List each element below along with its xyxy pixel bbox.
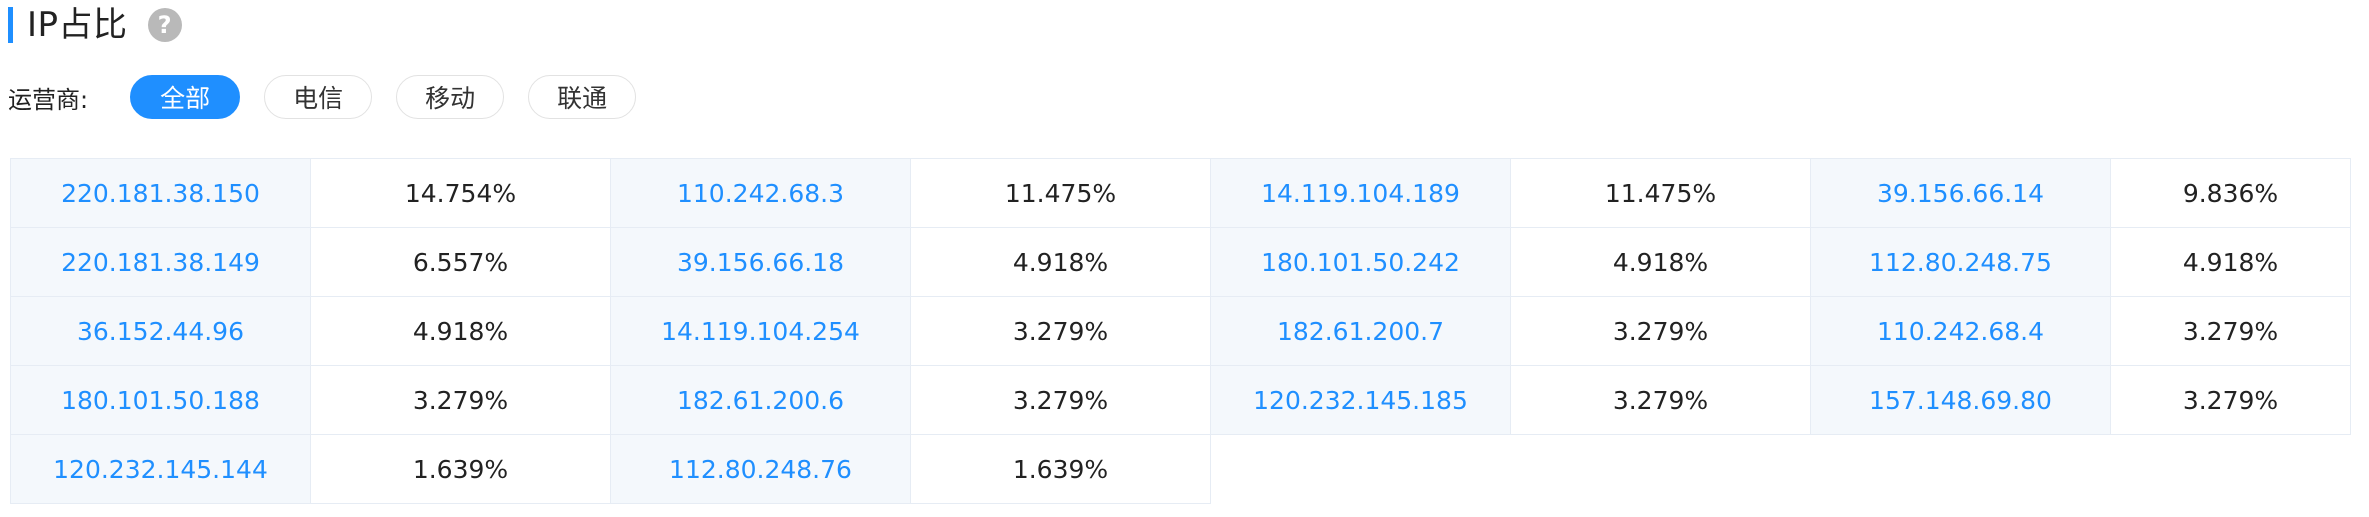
table-row: 220.181.38.150 14.754% 110.242.68.3 11.4…: [10, 158, 2351, 228]
filter-option-all[interactable]: 全部: [130, 75, 241, 119]
ip-address-cell[interactable]: 180.101.50.188: [10, 365, 311, 435]
ip-address-cell[interactable]: 120.232.145.185: [1210, 365, 1511, 435]
ip-address-cell[interactable]: 39.156.66.14: [1810, 158, 2111, 228]
ip-share-cell: 11.475%: [1510, 158, 1811, 228]
carrier-filter: 运营商: 全部 电信 移动 联通: [8, 74, 660, 120]
table-row: 120.232.145.144 1.639% 112.80.248.76 1.6…: [10, 434, 2351, 504]
ip-share-cell: 14.754%: [310, 158, 611, 228]
ip-address-cell[interactable]: 39.156.66.18: [610, 227, 911, 297]
ip-address-cell[interactable]: 110.242.68.4: [1810, 296, 2111, 366]
ip-share-cell: 3.279%: [310, 365, 611, 435]
table-row: 36.152.44.96 4.918% 14.119.104.254 3.279…: [10, 296, 2351, 366]
ip-address-cell[interactable]: 182.61.200.7: [1210, 296, 1511, 366]
table-row: 180.101.50.188 3.279% 182.61.200.6 3.279…: [10, 365, 2351, 435]
title-accent-bar: [8, 7, 13, 43]
carrier-filter-label: 运营商:: [8, 85, 89, 114]
section-header: IP占比 ?: [8, 0, 182, 50]
question-circle-icon[interactable]: ?: [147, 8, 182, 42]
ip-address-cell[interactable]: 180.101.50.242: [1210, 227, 1511, 297]
ip-share-cell: 3.279%: [2110, 296, 2351, 366]
filter-option-telecom[interactable]: 电信: [264, 75, 373, 119]
ip-share-cell: 1.639%: [310, 434, 611, 504]
empty-cell: [1511, 435, 1811, 504]
ip-address-cell[interactable]: 112.80.248.75: [1810, 227, 2111, 297]
ip-share-cell: 3.279%: [910, 296, 1211, 366]
ip-address-cell[interactable]: 14.119.104.254: [610, 296, 911, 366]
ip-address-cell[interactable]: 157.148.69.80: [1810, 365, 2111, 435]
ip-share-cell: 4.918%: [2110, 227, 2351, 297]
filter-option-mobile[interactable]: 移动: [396, 75, 505, 119]
ip-share-cell: 4.918%: [910, 227, 1211, 297]
empty-cell: [1811, 435, 2111, 504]
ip-share-cell: 4.918%: [1510, 227, 1811, 297]
ip-address-cell[interactable]: 120.232.145.144: [10, 434, 311, 504]
ip-share-cell: 4.918%: [310, 296, 611, 366]
ip-share-cell: 6.557%: [310, 227, 611, 297]
ip-share-cell: 3.279%: [1510, 296, 1811, 366]
ip-share-cell: 3.279%: [910, 365, 1211, 435]
ip-share-cell: 9.836%: [2110, 158, 2351, 228]
ip-address-cell[interactable]: 220.181.38.150: [10, 158, 311, 228]
section-title: IP占比: [27, 5, 128, 45]
ip-address-cell[interactable]: 36.152.44.96: [10, 296, 311, 366]
table-row: 220.181.38.149 6.557% 39.156.66.18 4.918…: [10, 227, 2351, 297]
empty-cell: [1211, 435, 1511, 504]
ip-address-cell[interactable]: 14.119.104.189: [1210, 158, 1511, 228]
ip-share-cell: 11.475%: [910, 158, 1211, 228]
empty-cell: [2111, 435, 2351, 504]
ip-share-cell: 3.279%: [2110, 365, 2351, 435]
ip-share-cell: 3.279%: [1510, 365, 1811, 435]
ip-address-cell[interactable]: 220.181.38.149: [10, 227, 311, 297]
ip-share-cell: 1.639%: [910, 434, 1211, 504]
ip-share-table: 220.181.38.150 14.754% 110.242.68.3 11.4…: [10, 158, 2351, 504]
ip-address-cell[interactable]: 182.61.200.6: [610, 365, 911, 435]
filter-option-unicom[interactable]: 联通: [528, 75, 637, 119]
ip-address-cell[interactable]: 112.80.248.76: [610, 434, 911, 504]
ip-address-cell[interactable]: 110.242.68.3: [610, 158, 911, 228]
